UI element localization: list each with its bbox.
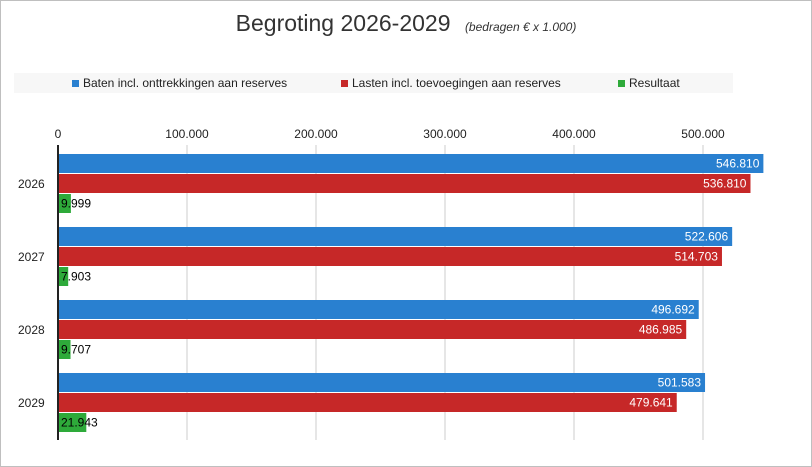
legend-item-lasten: Lasten incl. toevoegingen aan reserves — [341, 76, 561, 90]
legend-item-resultaat: Resultaat — [618, 76, 680, 90]
data-label: 496.692 — [651, 303, 695, 317]
data-label: 7.903 — [61, 270, 91, 284]
data-label: 514.703 — [675, 250, 719, 264]
bar — [58, 300, 699, 319]
category-label: 2028 — [18, 323, 45, 337]
x-tick-label: 300.000 — [423, 127, 467, 141]
legend-label-lasten: Lasten incl. toevoegingen aan reserves — [352, 76, 561, 90]
category-label: 2026 — [18, 177, 45, 191]
data-label: 546.810 — [716, 157, 760, 171]
x-tick-label: 400.000 — [552, 127, 596, 141]
bar — [58, 267, 69, 286]
legend-item-baten: Baten incl. onttrekkingen aan reserves — [72, 76, 287, 90]
legend-swatch-lasten — [341, 79, 348, 87]
data-label: 9.707 — [61, 343, 91, 357]
bar — [58, 247, 722, 266]
x-tick-label: 500.000 — [681, 127, 725, 141]
data-label: 536.810 — [703, 177, 747, 191]
bar — [58, 413, 87, 432]
bar — [58, 320, 687, 339]
category-label: 2027 — [18, 250, 45, 264]
bar — [58, 154, 764, 173]
chart-title-row: Begroting 2026-2029 (bedragen € x 1.000) — [0, 10, 812, 37]
bar — [58, 194, 71, 213]
bar — [58, 227, 733, 246]
legend-swatch-baten — [72, 79, 79, 87]
data-label: 501.583 — [658, 376, 702, 390]
x-tick-label: 200.000 — [294, 127, 338, 141]
legend-swatch-resultaat — [618, 79, 625, 87]
legend-label-resultaat: Resultaat — [629, 76, 680, 90]
data-label: 21.943 — [61, 416, 98, 430]
data-label: 522.606 — [685, 230, 729, 244]
x-tick-label: 0 — [55, 127, 62, 141]
chart-subtitle: (bedragen € x 1.000) — [464, 20, 577, 34]
data-label: 486.985 — [639, 323, 683, 337]
chart-legend: Baten incl. onttrekkingen aan reserves L… — [14, 73, 733, 93]
chart-title: Begroting 2026-2029 — [235, 10, 451, 36]
legend-label-baten: Baten incl. onttrekkingen aan reserves — [83, 76, 288, 90]
bar — [58, 393, 677, 412]
bar — [58, 373, 706, 392]
data-label: 479.641 — [629, 396, 673, 410]
category-label: 2029 — [18, 396, 45, 410]
bar — [58, 174, 751, 193]
x-tick-label: 100.000 — [165, 127, 209, 141]
bar — [58, 340, 71, 359]
data-label: 9.999 — [61, 197, 91, 211]
